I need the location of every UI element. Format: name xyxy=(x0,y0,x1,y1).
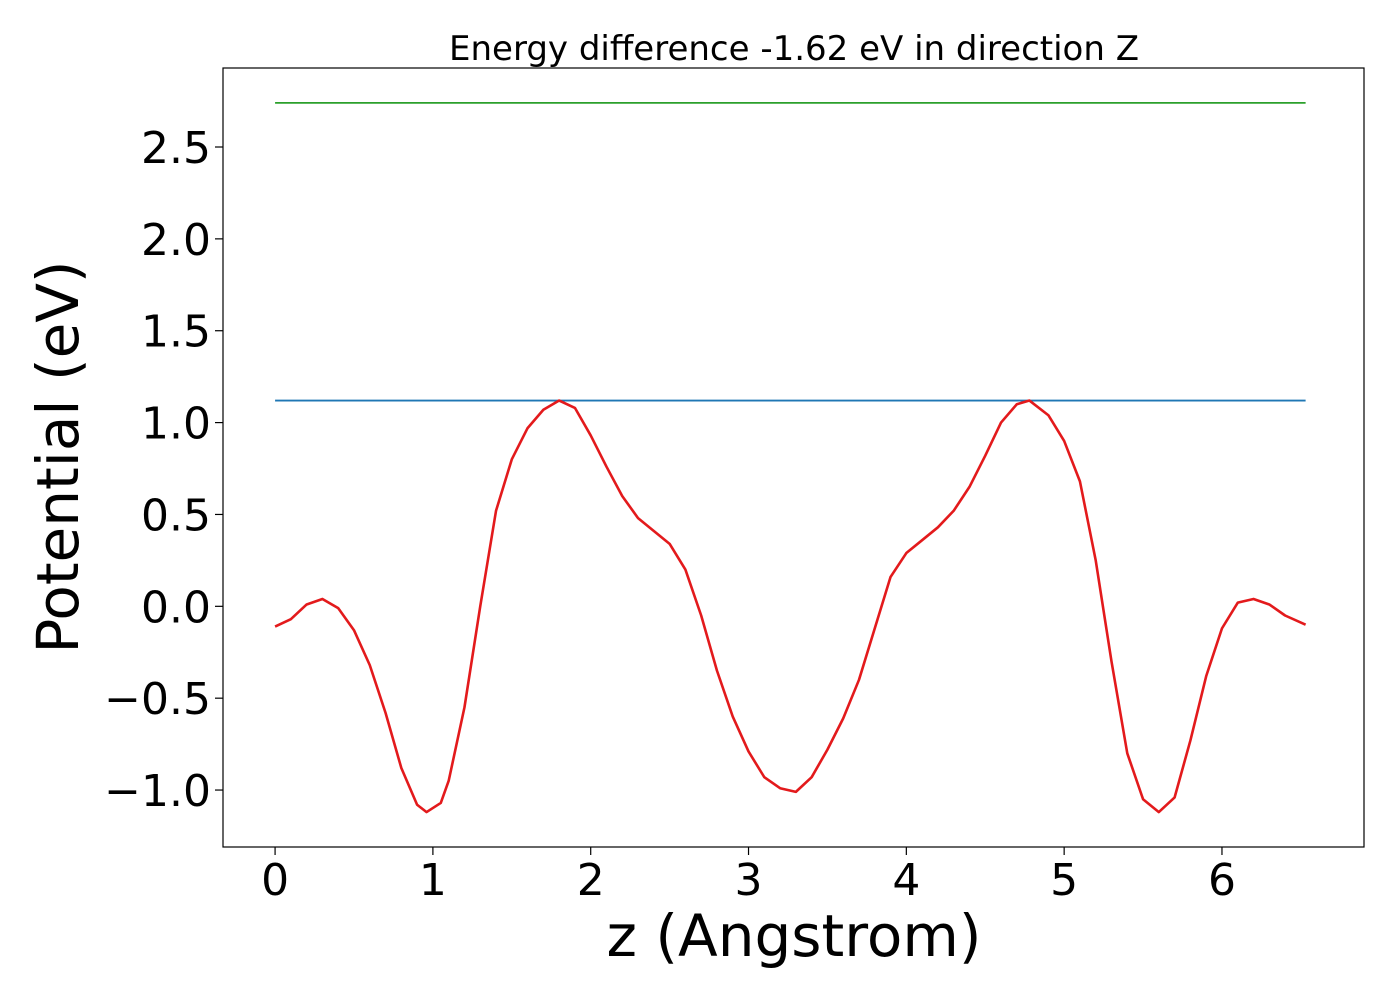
x-tick-label: 5 xyxy=(1050,855,1078,906)
y-axis-ticks: −1.0 −0.5 0.0 0.5 1.0 1.5 2.0 2.5 xyxy=(104,123,223,817)
plot-frame xyxy=(222,67,1365,848)
series-line-3 xyxy=(274,399,1307,814)
x-tick-label: 1 xyxy=(419,855,447,906)
plot-lines xyxy=(274,102,1307,814)
y-tick-label: 2.0 xyxy=(141,215,211,266)
x-axis-label: z (Angstrom) xyxy=(607,902,982,970)
y-tick-label: 2.5 xyxy=(141,123,211,174)
y-tick-label: −0.5 xyxy=(104,674,211,725)
x-tick-label: 4 xyxy=(892,855,920,906)
y-tick-label: −1.0 xyxy=(104,766,211,817)
y-tick-label: 1.5 xyxy=(141,307,211,358)
chart-title: Energy difference -1.62 eV in direction … xyxy=(449,29,1139,69)
x-axis-ticks: 0 1 2 3 4 5 6 xyxy=(261,847,1236,906)
x-tick-label: 3 xyxy=(735,855,763,906)
y-axis-label: Potential (eV) xyxy=(24,260,92,653)
x-tick-label: 2 xyxy=(577,855,605,906)
x-tick-label: 6 xyxy=(1208,855,1236,906)
y-tick-label: 1.0 xyxy=(141,399,211,450)
y-tick-label: 0.5 xyxy=(141,490,211,541)
x-tick-label: 0 xyxy=(261,855,289,906)
y-tick-label: 0.0 xyxy=(141,582,211,633)
